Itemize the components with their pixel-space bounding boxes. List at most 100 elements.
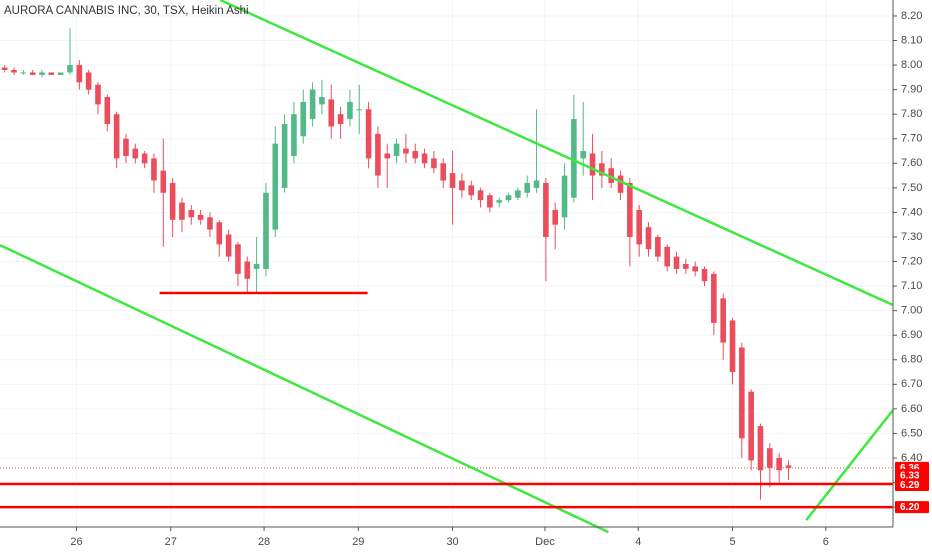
candle-body bbox=[701, 268, 708, 282]
candle-body bbox=[505, 195, 512, 201]
x-tick-label: Dec bbox=[535, 536, 555, 548]
candle-body bbox=[76, 65, 83, 83]
y-tick-label: 7.00 bbox=[901, 305, 922, 317]
x-tick-label: 27 bbox=[165, 536, 177, 548]
candle-body bbox=[48, 72, 55, 75]
candle-body bbox=[291, 114, 297, 156]
x-tick-label: 4 bbox=[635, 536, 641, 548]
y-tick-label: 7.30 bbox=[901, 231, 922, 243]
candle-body bbox=[132, 148, 139, 159]
candle-body bbox=[1, 67, 8, 70]
candle-body bbox=[776, 457, 782, 471]
candle-body bbox=[645, 227, 652, 250]
candle-body bbox=[431, 158, 437, 169]
y-tick-label: 7.70 bbox=[901, 133, 922, 145]
candle-body bbox=[524, 182, 531, 193]
price-badge-label: 6.20 bbox=[900, 502, 920, 513]
y-tick-label: 6.40 bbox=[901, 452, 922, 464]
candle-body bbox=[496, 200, 503, 203]
price-badge-label: 6.33 bbox=[900, 470, 920, 481]
candle-body bbox=[29, 72, 36, 75]
y-tick-label: 6.80 bbox=[901, 354, 922, 366]
candle-body bbox=[785, 465, 792, 468]
candle-body bbox=[683, 263, 689, 269]
candle-body bbox=[421, 153, 428, 164]
candle-body bbox=[328, 99, 335, 127]
candle-body bbox=[711, 273, 717, 323]
candle-body bbox=[169, 182, 176, 220]
candle-body bbox=[748, 391, 754, 461]
candle-body bbox=[244, 261, 251, 279]
plot-area bbox=[0, 0, 894, 534]
candle-body bbox=[85, 72, 92, 90]
candle-body bbox=[440, 163, 447, 181]
price-badge bbox=[895, 501, 929, 514]
candle-body bbox=[767, 448, 773, 468]
y-tick-label: 6.60 bbox=[901, 403, 922, 415]
chart-title: AURORA CANNABIS INC, 30, TSX, Heikin Ash… bbox=[4, 5, 249, 17]
candle-body bbox=[300, 101, 307, 137]
candle-body bbox=[104, 97, 111, 125]
y-tick-label: 7.80 bbox=[901, 108, 922, 120]
y-tick-label: 7.90 bbox=[901, 84, 922, 96]
x-tick-label: 29 bbox=[352, 536, 364, 548]
y-tick-label: 7.40 bbox=[901, 206, 922, 218]
candle-body bbox=[263, 192, 269, 269]
candle-body bbox=[655, 236, 661, 257]
candle-body bbox=[151, 158, 157, 181]
price-badge bbox=[895, 479, 929, 492]
candle-body bbox=[225, 234, 232, 257]
candle-body bbox=[272, 143, 279, 230]
price-badge-label: 6.29 bbox=[900, 480, 920, 491]
y-tick-label: 6.50 bbox=[901, 427, 922, 439]
trend-line bbox=[219, 0, 894, 307]
y-tick-label: 8.10 bbox=[901, 34, 922, 46]
candle-body bbox=[449, 173, 456, 188]
candle-body bbox=[235, 244, 241, 274]
y-tick-label: 7.60 bbox=[901, 157, 922, 169]
y-tick-label: 6.90 bbox=[901, 329, 922, 341]
candle-body bbox=[561, 175, 568, 218]
candle-body bbox=[281, 124, 288, 188]
x-tick-label: 28 bbox=[258, 536, 270, 548]
candle-body bbox=[319, 97, 325, 105]
candle-body bbox=[207, 217, 213, 230]
candle-body bbox=[627, 182, 633, 237]
candle-body bbox=[309, 89, 316, 120]
candle-body bbox=[720, 298, 726, 343]
candle-body bbox=[589, 153, 596, 176]
x-tick-label: 6 bbox=[823, 536, 829, 548]
price-badge bbox=[895, 469, 929, 482]
candle-body bbox=[67, 65, 73, 73]
candle-body bbox=[95, 84, 101, 105]
candle-body bbox=[123, 138, 129, 156]
y-tick-label: 7.20 bbox=[901, 255, 922, 267]
candle-body bbox=[515, 190, 521, 198]
candle-body bbox=[412, 151, 419, 159]
trend-line bbox=[805, 409, 894, 521]
price-badge-label: 6.36 bbox=[900, 463, 920, 474]
x-tick-label: 26 bbox=[70, 536, 82, 548]
candle-body bbox=[253, 263, 260, 269]
candle-body bbox=[729, 320, 736, 373]
candle-body bbox=[477, 190, 484, 201]
candle-body bbox=[216, 222, 223, 245]
candle-body bbox=[347, 101, 353, 120]
candle-body bbox=[664, 246, 670, 267]
y-tick-label: 6.70 bbox=[901, 378, 922, 390]
candle-body bbox=[337, 114, 344, 125]
candle-body bbox=[757, 426, 764, 471]
candle-body bbox=[356, 109, 363, 111]
candle-body bbox=[375, 133, 381, 176]
candle-body bbox=[636, 209, 642, 245]
x-tick-label: 5 bbox=[729, 536, 735, 548]
candle-body bbox=[39, 72, 45, 75]
candle-body bbox=[459, 180, 465, 191]
candle-body bbox=[160, 170, 167, 193]
candle-body bbox=[552, 209, 559, 225]
candle-body bbox=[393, 143, 400, 156]
x-tick-label: 30 bbox=[446, 536, 458, 548]
candle-body bbox=[365, 109, 372, 159]
candle-body bbox=[599, 163, 605, 176]
